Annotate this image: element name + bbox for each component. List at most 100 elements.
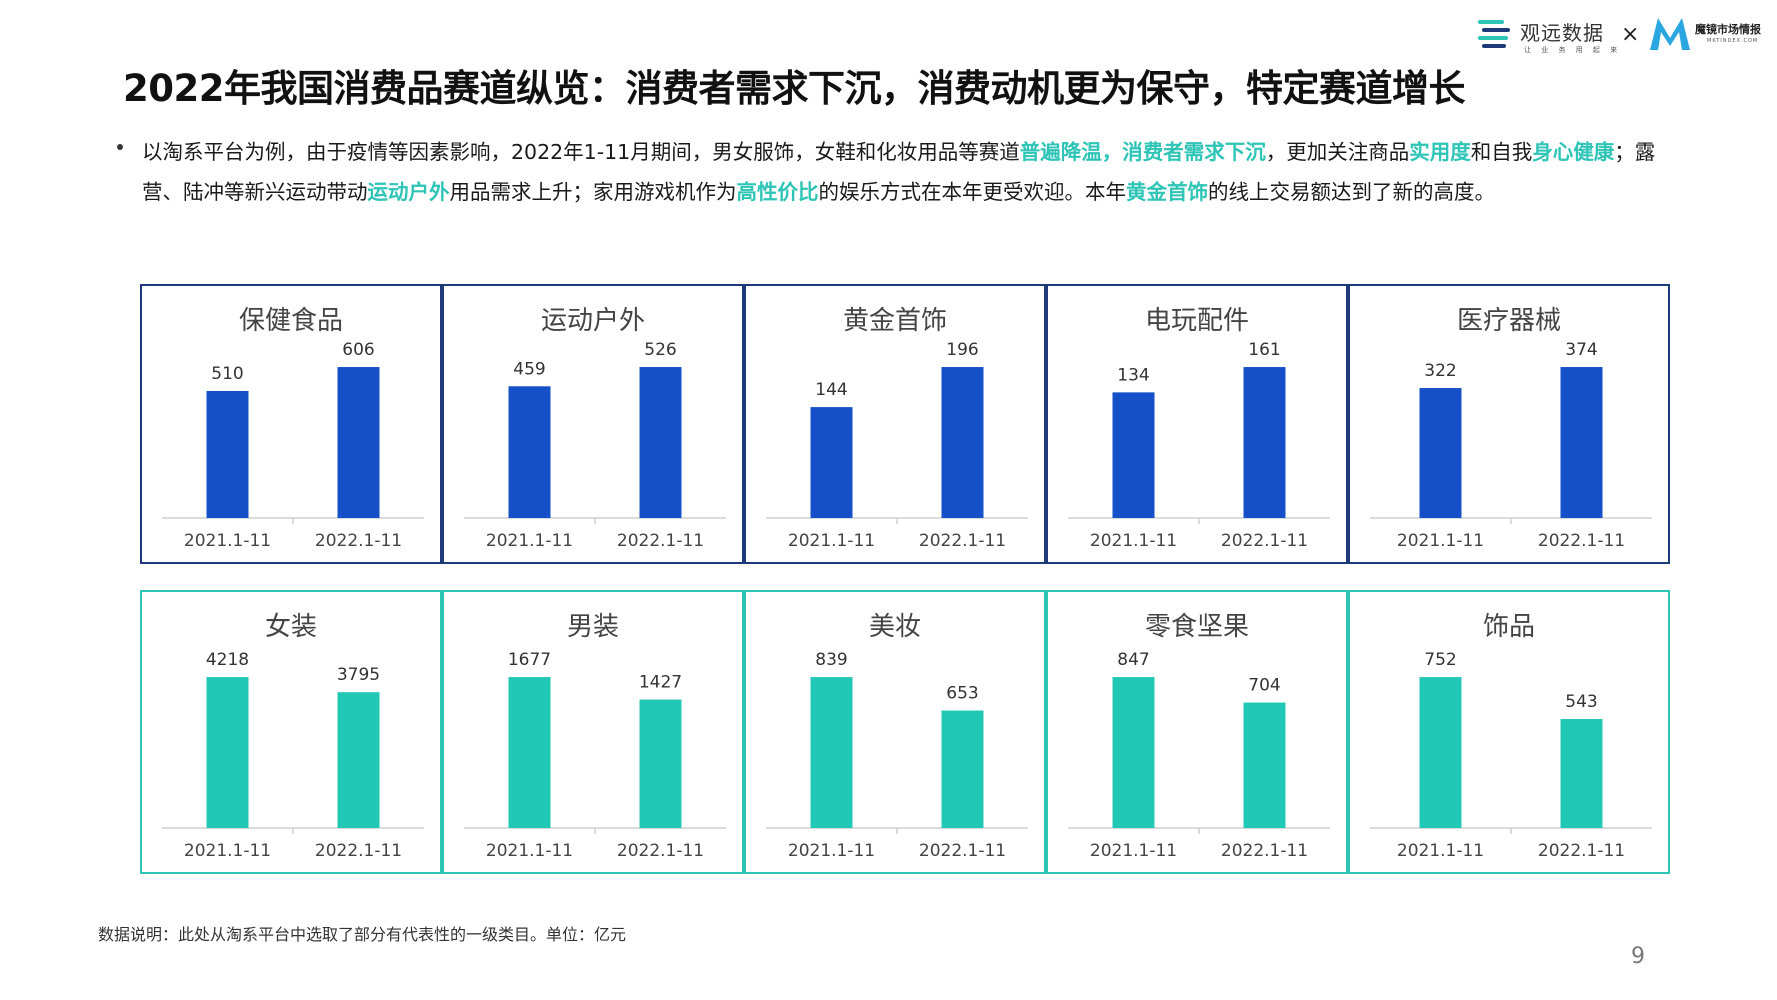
chart-title: 美妆 — [868, 612, 921, 642]
chart-panel: 美妆 839 2021.1-11 653 2022.1-11 — [744, 590, 1046, 874]
x-tick-label: 2022.1-11 — [1538, 841, 1625, 861]
data-label: 459 — [513, 359, 545, 379]
intro-text: ，更加关注商品 — [1265, 140, 1410, 164]
chart-title: 饰品 — [1482, 612, 1535, 642]
bar — [1112, 677, 1155, 828]
footnote: 数据说明：此处从淘系平台中选取了部分有代表性的一级类目。单位：亿元 — [98, 925, 627, 944]
bar-chart: 839 2021.1-11 653 2022.1-11 — [766, 650, 1028, 861]
chart-title: 医疗器械 — [1456, 306, 1561, 336]
guanyuan-name: 观远数据 — [1520, 21, 1604, 45]
data-label: 543 — [1565, 692, 1597, 712]
x-tick-label: 2021.1-11 — [788, 841, 875, 861]
x-tick-label: 2021.1-11 — [1090, 531, 1177, 551]
data-label: 752 — [1424, 650, 1456, 670]
bar — [810, 407, 853, 518]
guanyuan-logo: 观远数据 让 业 务 用 起 来 — [1476, 18, 1617, 54]
bar-chart: 752 2021.1-11 543 2022.1-11 — [1370, 650, 1652, 861]
chart-panel: 黄金首饰 144 2021.1-11 196 2022.1-11 — [744, 284, 1046, 564]
chart-panel: 运动户外 459 2021.1-11 526 2022.1-11 — [442, 284, 744, 564]
chart-panel: 零食坚果 847 2021.1-11 704 2022.1-11 — [1046, 590, 1348, 874]
data-label: 1677 — [508, 650, 551, 670]
chart-panel: 医疗器械 322 2021.1-11 374 2022.1-11 — [1348, 284, 1670, 564]
x-tick-label: 2022.1-11 — [315, 531, 402, 551]
bar — [1112, 392, 1155, 518]
guanyuan-slogan: 让 业 务 用 起 来 — [1524, 46, 1622, 54]
guanyuan-logo-icon — [1478, 20, 1510, 48]
data-label: 526 — [644, 340, 676, 360]
intro-text: 的线上交易额达到了新的高度。 — [1208, 180, 1495, 204]
page-number: 9 — [1631, 944, 1645, 969]
mojing-logo-icon — [1650, 18, 1690, 50]
bar-chart: 322 2021.1-11 374 2022.1-11 — [1370, 340, 1652, 551]
intro-highlight: 黄金首饰 — [1126, 180, 1208, 204]
page-title: 2022年我国消费品赛道纵览：消费者需求下沉，消费动机更为保守，特定赛道增长 — [123, 67, 1465, 110]
chart-panel: 保健食品 510 2021.1-11 606 2022.1-11 — [140, 284, 442, 564]
bar — [810, 677, 853, 828]
bar-chart: 4218 2021.1-11 3795 2022.1-11 — [162, 650, 424, 861]
x-tick-label: 2021.1-11 — [486, 841, 573, 861]
bar-chart: 1677 2021.1-11 1427 2022.1-11 — [464, 650, 726, 861]
x-tick-label: 2021.1-11 — [184, 531, 271, 551]
chart-panel: 电玩配件 134 2021.1-11 161 2022.1-11 — [1046, 284, 1348, 564]
bar-chart: 459 2021.1-11 526 2022.1-11 — [464, 340, 726, 551]
bar — [639, 367, 682, 518]
mojing-logo: 魔镜市场情报 MKTINDEX.COM — [1648, 14, 1768, 54]
data-label: 704 — [1248, 676, 1280, 696]
data-label: 161 — [1248, 340, 1280, 360]
mojing-url: MKTINDEX.COM — [1707, 38, 1759, 44]
intro-highlight: 实用度 — [1409, 140, 1471, 164]
x-tick-label: 2021.1-11 — [486, 531, 573, 551]
data-label: 1427 — [639, 673, 682, 693]
data-label: 144 — [815, 380, 847, 400]
chart-panel: 女装 4218 2021.1-11 3795 2022.1-11 — [140, 590, 442, 874]
intro-highlight: 运动户外 — [367, 180, 450, 204]
intro-text: 的娱乐方式在本年更受欢迎。本年 — [818, 180, 1127, 204]
chart-title: 电玩配件 — [1144, 306, 1249, 336]
bar — [1243, 367, 1286, 518]
bar — [941, 367, 984, 518]
bar — [1560, 367, 1603, 518]
data-label: 606 — [342, 340, 374, 360]
bar-chart: 134 2021.1-11 161 2022.1-11 — [1068, 340, 1330, 551]
data-label: 510 — [211, 364, 243, 384]
chart-title: 零食坚果 — [1144, 612, 1249, 642]
x-tick-label: 2022.1-11 — [315, 841, 402, 861]
chart-title: 黄金首饰 — [842, 306, 947, 336]
data-label: 196 — [946, 340, 978, 360]
x-tick-label: 2021.1-11 — [1090, 841, 1177, 861]
chart-title: 运动户外 — [540, 306, 645, 336]
bar — [1419, 677, 1462, 828]
x-tick-label: 2021.1-11 — [1397, 531, 1484, 551]
intro-text: 用品需求上升；家用游戏机作为 — [449, 180, 737, 204]
intro-highlight: 高性价比 — [736, 180, 819, 204]
x-tick-label: 2022.1-11 — [617, 531, 704, 551]
data-label: 4218 — [206, 650, 249, 670]
x-tick-label: 2022.1-11 — [919, 531, 1006, 551]
data-label: 847 — [1117, 650, 1149, 670]
chart-title: 保健食品 — [238, 306, 343, 336]
bar — [508, 386, 551, 518]
data-label: 3795 — [337, 665, 380, 685]
x-tick-label: 2021.1-11 — [184, 841, 271, 861]
bar — [1419, 388, 1462, 518]
bar — [337, 692, 380, 828]
bar-chart: 510 2021.1-11 606 2022.1-11 — [162, 340, 424, 551]
data-label: 134 — [1117, 365, 1149, 385]
intro-text: 以淘系平台为例，由于疫情等因素影响，2022年1-11月期间，男女服饰，女鞋和化… — [142, 140, 1020, 164]
intro-highlight: 普遍降温，消费者需求下沉 — [1019, 140, 1266, 164]
x-tick-label: 2022.1-11 — [1221, 841, 1308, 861]
x-tick-label: 2022.1-11 — [919, 841, 1006, 861]
intro-text: 和自我 — [1470, 140, 1533, 164]
bar — [508, 677, 551, 828]
brand-separator: × — [1621, 22, 1640, 47]
bar — [639, 699, 682, 828]
x-tick-label: 2021.1-11 — [788, 531, 875, 551]
chart-title: 男装 — [566, 612, 619, 642]
bar — [206, 390, 249, 518]
mojing-name: 魔镜市场情报 — [1695, 23, 1761, 36]
bar — [941, 710, 984, 828]
data-label: 653 — [946, 684, 978, 704]
bullet-dot — [117, 144, 123, 150]
chart-title: 女装 — [264, 612, 317, 642]
bar — [1560, 719, 1603, 828]
